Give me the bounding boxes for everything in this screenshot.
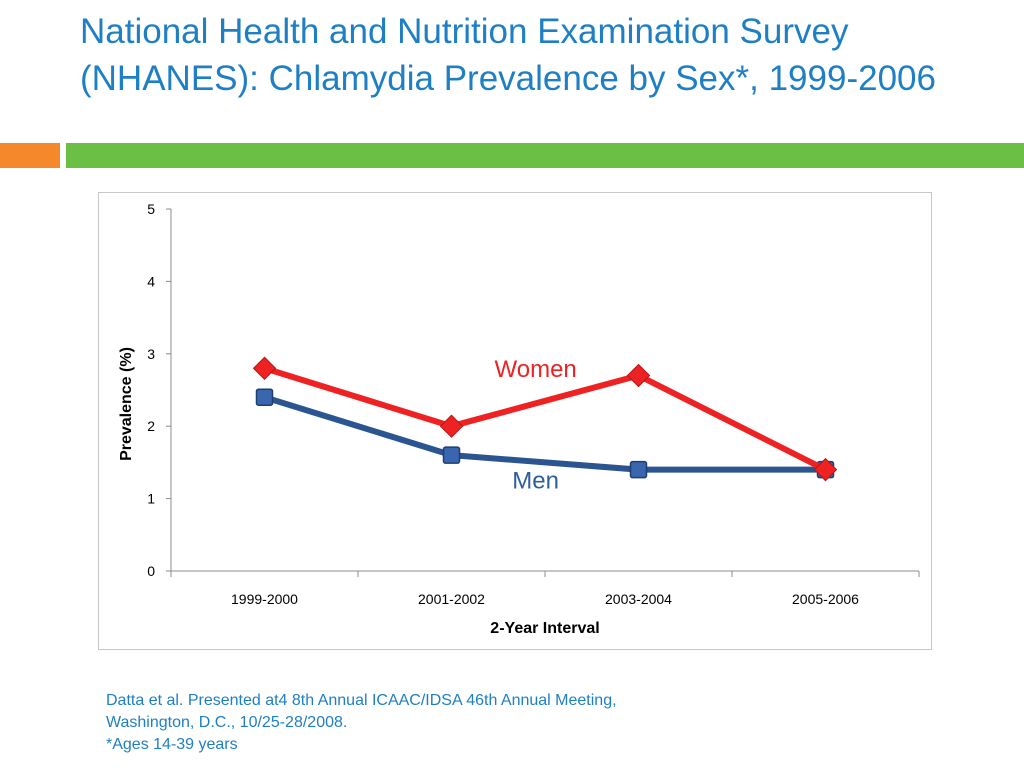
data-point-women [626, 363, 651, 388]
y-tick-label: 5 [147, 201, 155, 217]
line-chart: 0 1 2 3 4 5 1999-2000 2001-2002 2003-2004 2005-20… [118, 201, 920, 637]
footnote: Datta et al. Presented at4 8th Annual IC… [106, 690, 806, 756]
x-tick-label: 2001-2002 [418, 591, 485, 607]
series-line-men [261, 394, 829, 473]
y-tick-label: 1 [147, 491, 155, 507]
footnote-ages: *Ages 14-39 years [106, 736, 238, 753]
slide-title: National Health and Nutrition Examinatio… [80, 12, 936, 98]
y-tick-label: 0 [147, 563, 155, 579]
y-tick-label: 3 [147, 346, 155, 362]
accent-bar-orange [0, 143, 60, 168]
chart-series [252, 356, 838, 482]
x-tick-label: 2005-2006 [792, 591, 859, 607]
y-tick-label: 4 [147, 273, 155, 289]
chart-axes: 0 1 2 3 4 5 1999-2000 2001-2002 2003-2004 2005-20… [118, 201, 920, 637]
data-point-men [255, 388, 274, 406]
x-axis-title: 2-Year Interval [490, 620, 599, 637]
data-point-men [629, 460, 648, 479]
data-point-women [439, 414, 464, 438]
series-label-women: Women [495, 356, 577, 383]
footnote-location: Washington, D.C., 10/25-28/2008. [106, 714, 348, 731]
chart-labels: Women Men [495, 356, 577, 494]
footnote-citation: Datta et al. Presented at4 8th Annual IC… [106, 692, 617, 709]
y-tick-label: 2 [147, 418, 155, 434]
series-line-women [261, 365, 829, 473]
accent-bar-green [66, 143, 1024, 168]
data-point-women [252, 356, 277, 380]
series-label-men: Men [512, 467, 559, 494]
x-tick-label: 1999-2000 [231, 591, 298, 607]
data-point-women [813, 457, 838, 482]
y-axis-title: Prevalence (%) [118, 347, 135, 461]
chart-frame: 0 1 2 3 4 5 1999-2000 2001-2002 2003-2004 2005-20… [98, 192, 932, 650]
data-point-men [442, 446, 461, 464]
x-tick-label: 2003-2004 [605, 591, 672, 607]
